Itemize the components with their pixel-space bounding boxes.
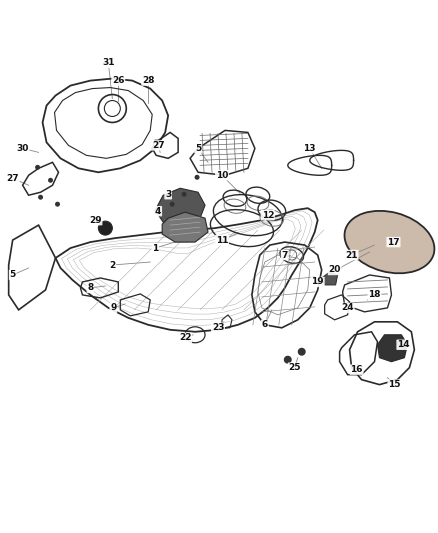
Text: 25: 25 <box>289 363 301 372</box>
Circle shape <box>55 201 60 207</box>
Circle shape <box>182 192 187 197</box>
Text: 27: 27 <box>6 174 19 183</box>
Text: 24: 24 <box>341 303 354 312</box>
Circle shape <box>170 201 175 207</box>
Polygon shape <box>162 212 208 242</box>
Text: 10: 10 <box>216 171 228 180</box>
Text: 12: 12 <box>261 211 274 220</box>
Text: 30: 30 <box>17 144 29 153</box>
Text: 28: 28 <box>142 76 155 85</box>
Text: 23: 23 <box>212 324 224 332</box>
Text: 26: 26 <box>112 76 124 85</box>
Ellipse shape <box>345 211 434 273</box>
Text: 19: 19 <box>311 278 324 286</box>
Circle shape <box>35 165 40 170</box>
Text: 18: 18 <box>368 290 381 300</box>
Text: 5: 5 <box>195 144 201 153</box>
Text: 13: 13 <box>304 144 316 153</box>
Text: 16: 16 <box>350 365 363 374</box>
Polygon shape <box>321 272 338 285</box>
Text: 31: 31 <box>102 58 115 67</box>
Polygon shape <box>378 335 407 362</box>
Text: 15: 15 <box>388 380 401 389</box>
Text: 29: 29 <box>89 216 102 224</box>
Circle shape <box>284 356 292 364</box>
Text: 22: 22 <box>179 333 191 342</box>
Text: 11: 11 <box>216 236 228 245</box>
Text: 7: 7 <box>282 251 288 260</box>
Polygon shape <box>155 188 205 225</box>
Text: 5: 5 <box>10 270 16 279</box>
Text: 20: 20 <box>328 265 341 274</box>
Text: 21: 21 <box>345 251 358 260</box>
Text: 17: 17 <box>387 238 400 247</box>
Circle shape <box>38 195 43 200</box>
Text: 4: 4 <box>155 207 161 216</box>
Text: 6: 6 <box>262 320 268 329</box>
Text: 1: 1 <box>152 244 158 253</box>
Text: 14: 14 <box>397 340 410 349</box>
Circle shape <box>48 178 53 183</box>
Circle shape <box>194 175 200 180</box>
Text: 9: 9 <box>110 303 117 312</box>
Text: 3: 3 <box>165 190 171 199</box>
Text: 8: 8 <box>87 284 94 293</box>
Text: 27: 27 <box>152 141 165 150</box>
Circle shape <box>99 221 112 235</box>
Text: 2: 2 <box>109 261 116 270</box>
Circle shape <box>298 348 306 356</box>
